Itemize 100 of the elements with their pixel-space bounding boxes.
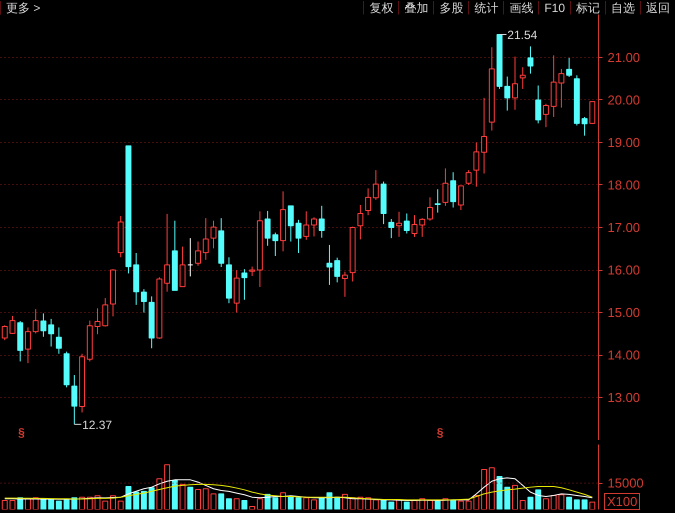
candlestick bbox=[520, 66, 526, 90]
candlestick bbox=[419, 218, 426, 238]
bar bbox=[512, 484, 518, 510]
annotation: 多股 bbox=[433, 1, 468, 15]
bar bbox=[172, 480, 178, 510]
candlestick bbox=[412, 214, 418, 238]
candlestick bbox=[558, 68, 564, 108]
y-tick-label: 16.00 bbox=[608, 262, 640, 278]
candlestick bbox=[426, 196, 433, 222]
annotation: F10 bbox=[538, 1, 570, 15]
bar bbox=[589, 502, 596, 510]
bar bbox=[504, 486, 510, 510]
candlestick bbox=[10, 315, 16, 334]
bar bbox=[218, 493, 224, 510]
candlestick bbox=[589, 101, 596, 124]
bar bbox=[202, 488, 209, 510]
candlestick bbox=[566, 57, 572, 78]
bar bbox=[10, 500, 16, 510]
annotation: 复权 bbox=[363, 1, 398, 15]
candlestick bbox=[71, 374, 78, 425]
candlestick bbox=[264, 210, 271, 246]
candlestick bbox=[466, 170, 472, 186]
annotation: 21.54 bbox=[507, 28, 538, 42]
bar bbox=[195, 488, 202, 510]
candlestick bbox=[404, 212, 410, 234]
bar bbox=[496, 476, 503, 510]
text: 自选 bbox=[605, 1, 640, 15]
candlestick bbox=[32, 308, 39, 334]
bar bbox=[566, 496, 572, 510]
candlestick bbox=[311, 216, 317, 237]
bar bbox=[280, 492, 286, 510]
bar bbox=[520, 500, 526, 510]
annotation: 统计 bbox=[468, 1, 504, 15]
bar bbox=[488, 467, 495, 510]
candlestick bbox=[442, 168, 448, 206]
y-tick-label: 17.00 bbox=[608, 220, 640, 235]
bar bbox=[102, 500, 108, 510]
bar bbox=[412, 500, 418, 510]
bar bbox=[180, 484, 186, 510]
y-tick-label: 19.00 bbox=[608, 134, 640, 150]
annotation: § bbox=[436, 426, 444, 440]
candlestick bbox=[303, 210, 310, 240]
bar bbox=[311, 499, 317, 510]
candlestick bbox=[241, 268, 248, 300]
candlestick bbox=[357, 204, 364, 240]
annotation: 更多 > bbox=[0, 1, 46, 15]
candlestick bbox=[187, 238, 194, 277]
bar bbox=[79, 496, 86, 510]
candlestick bbox=[434, 188, 441, 214]
candlestick bbox=[388, 218, 394, 239]
bar bbox=[187, 486, 194, 510]
bar bbox=[234, 498, 240, 510]
candlestick bbox=[458, 185, 464, 211]
candlestick bbox=[450, 172, 456, 208]
candlestick bbox=[535, 85, 542, 124]
candlestick bbox=[249, 266, 256, 276]
text: 返回 bbox=[640, 1, 675, 15]
annotation: 标记 bbox=[570, 1, 605, 15]
y-tick-label: 13.00 bbox=[608, 390, 640, 406]
candlestick bbox=[180, 246, 186, 288]
bar bbox=[426, 500, 433, 510]
bar bbox=[210, 493, 216, 510]
candlestick bbox=[396, 211, 402, 238]
y-tick-label: 15000 bbox=[608, 476, 644, 491]
candlestick bbox=[272, 232, 278, 256]
bar bbox=[372, 499, 379, 510]
y-tick-label: 21.00 bbox=[608, 50, 640, 65]
bar bbox=[303, 497, 310, 510]
bar bbox=[434, 500, 441, 510]
bar bbox=[450, 499, 456, 510]
bar bbox=[380, 499, 387, 510]
bar bbox=[241, 500, 248, 510]
candlestick bbox=[372, 170, 379, 200]
candlestick bbox=[195, 241, 202, 266]
annotation: 12.37 bbox=[82, 418, 112, 432]
bar bbox=[249, 506, 256, 510]
annotation: 叠加 bbox=[398, 1, 434, 15]
bar bbox=[404, 502, 410, 510]
candlestick bbox=[102, 298, 108, 328]
y-tick-label: 14.00 bbox=[608, 348, 640, 363]
candlestick bbox=[342, 271, 348, 298]
candlestick bbox=[140, 288, 147, 314]
y-tick-label: 18.00 bbox=[608, 177, 640, 192]
bar bbox=[558, 494, 564, 510]
candlestick bbox=[365, 188, 372, 216]
y-tick-label: 15.00 bbox=[608, 305, 640, 320]
candlestick bbox=[210, 220, 216, 249]
annotation: 画线 bbox=[503, 1, 538, 15]
bar bbox=[256, 498, 263, 510]
annotation: § bbox=[18, 426, 26, 440]
candlestick bbox=[24, 326, 31, 364]
candlestick bbox=[56, 326, 62, 354]
bar bbox=[388, 502, 394, 510]
text: X100 bbox=[604, 493, 640, 510]
candlestick bbox=[527, 46, 534, 74]
candlestick bbox=[512, 56, 518, 110]
candlestick bbox=[318, 205, 325, 238]
candlestick bbox=[504, 76, 510, 112]
candlestick bbox=[202, 218, 209, 260]
bar bbox=[226, 498, 232, 510]
